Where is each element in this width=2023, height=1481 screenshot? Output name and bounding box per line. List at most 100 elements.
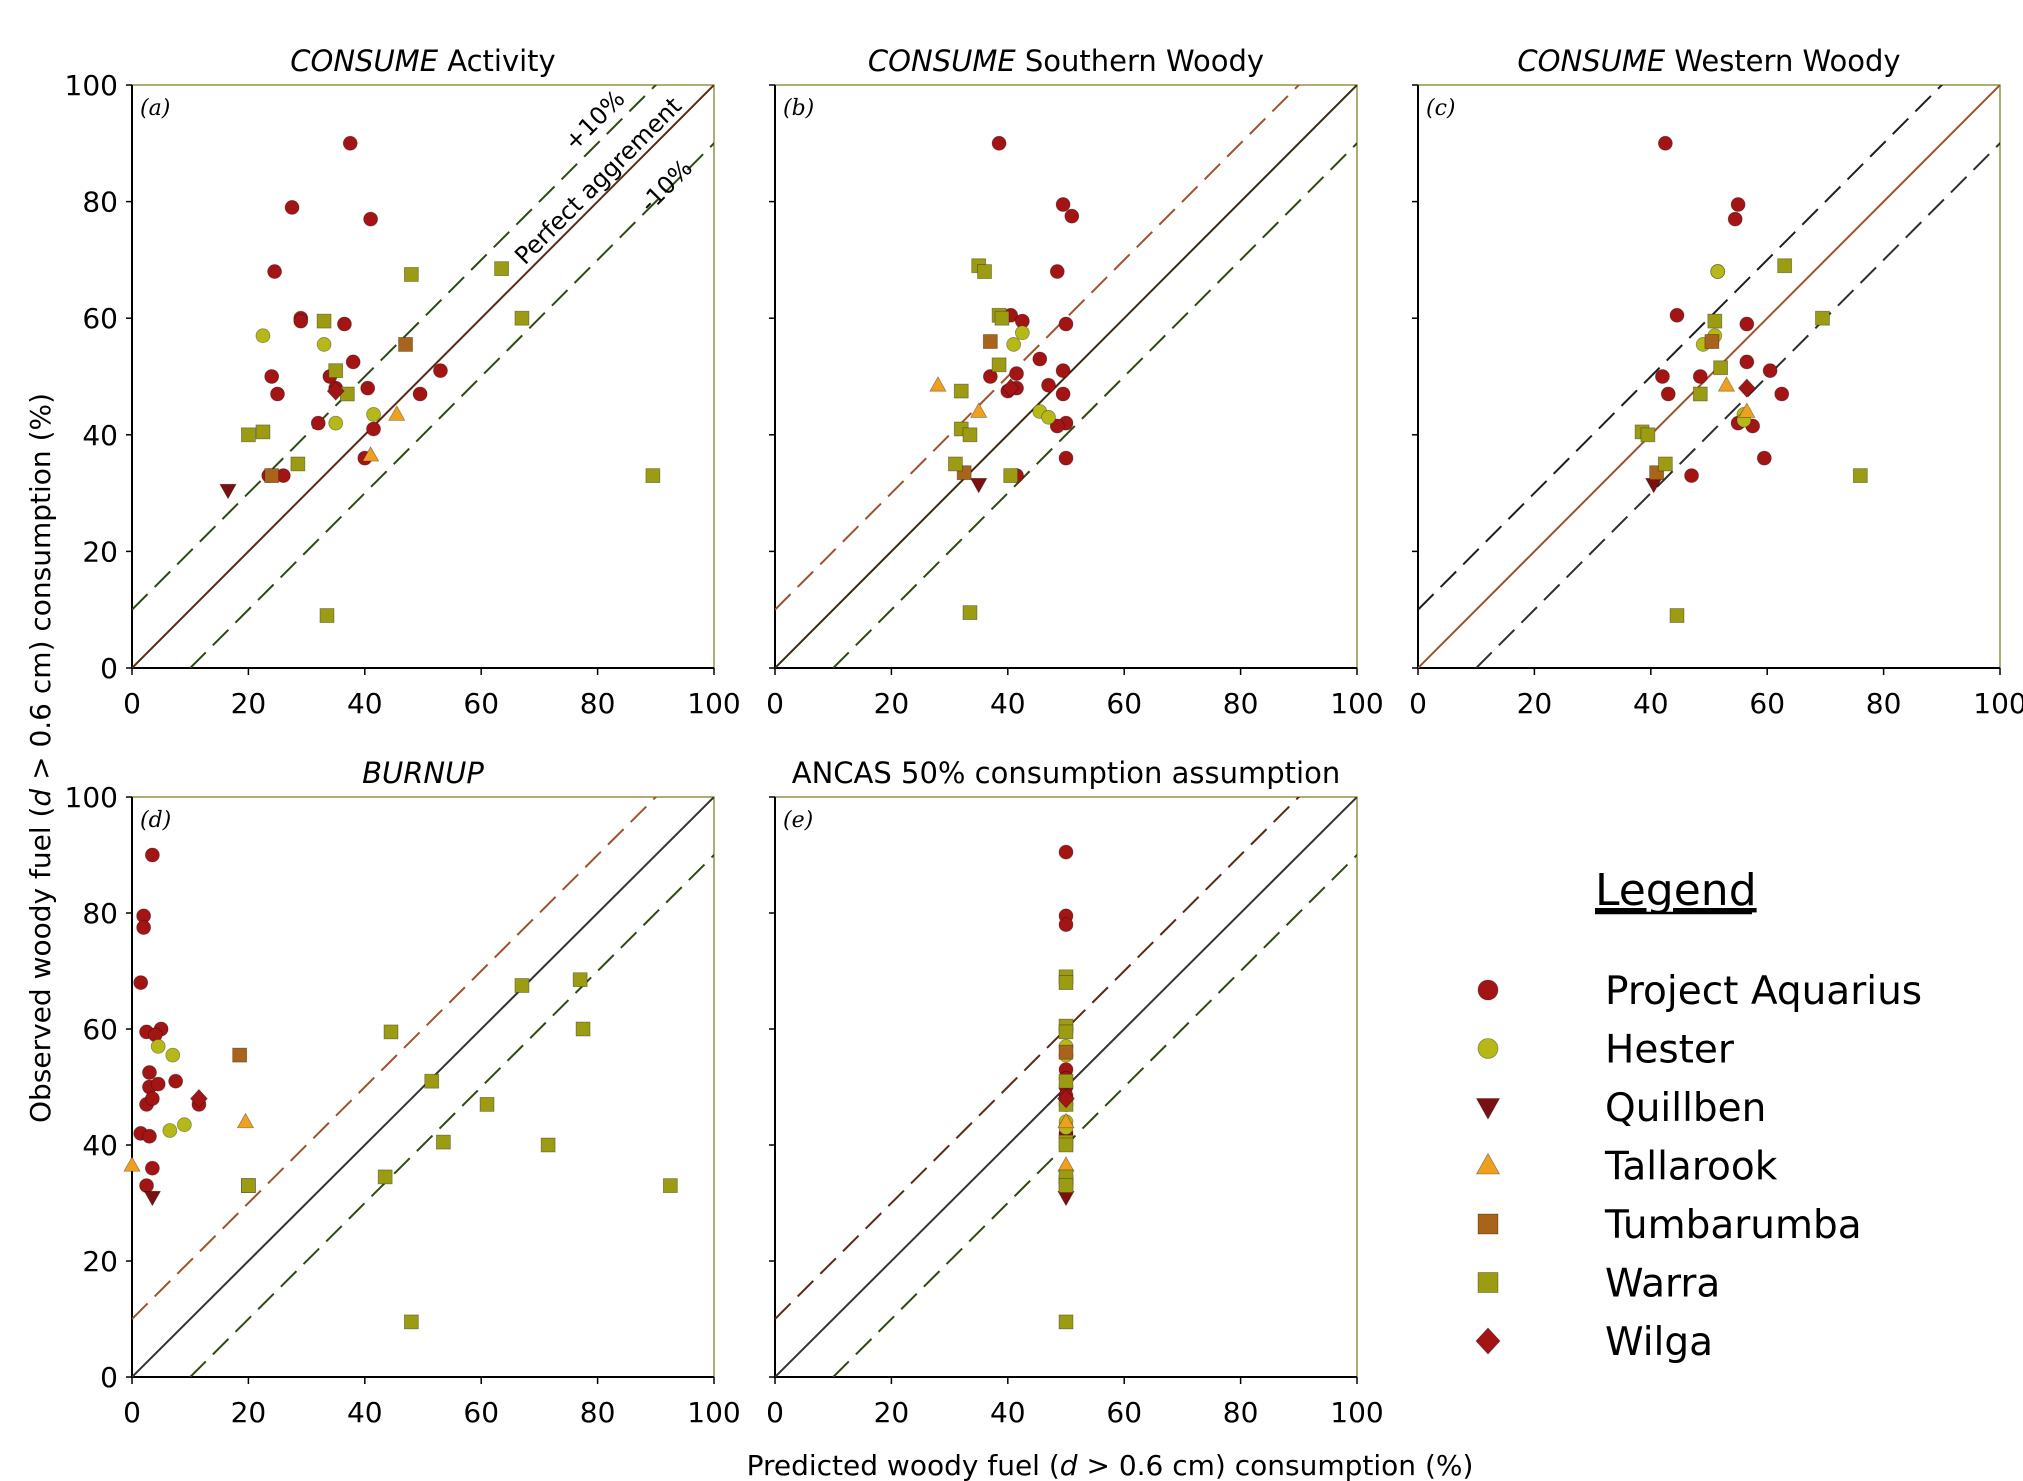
legend: Legend Project Aquarius Hester Quillben Tal…	[1475, 865, 1922, 1365]
reference-lines	[775, 85, 1357, 668]
plus-10-line	[775, 85, 1301, 611]
y-tick-label: 100	[65, 781, 118, 814]
x-tick-label: 60	[463, 687, 499, 720]
data-point	[1692, 369, 1708, 384]
data-point	[232, 1047, 248, 1063]
data-point	[435, 1134, 451, 1150]
data-point	[1655, 369, 1670, 384]
data-point	[977, 264, 992, 279]
data-point	[1032, 351, 1048, 367]
x-tick-label: 0	[1409, 687, 1427, 720]
data-point	[328, 415, 344, 431]
data-point	[962, 427, 978, 443]
minus-10-line	[189, 141, 714, 668]
data-point	[219, 483, 237, 500]
minus-10-line	[832, 141, 1357, 668]
x-tick-label: 100	[687, 1396, 740, 1429]
panel-letter: (e)	[783, 808, 813, 833]
data-point	[240, 1178, 256, 1193]
legend-item-label: Project Aquarius	[1605, 969, 1922, 1014]
data-point	[403, 267, 419, 282]
data-point	[494, 261, 509, 277]
data-point	[165, 1047, 181, 1063]
x-tick-label: 0	[123, 1396, 141, 1429]
y-axis-label-part: Observed woody fuel (	[24, 807, 57, 1123]
series-quillben	[1057, 1190, 1075, 1207]
data-point	[1055, 363, 1071, 379]
legend-item: Quillben	[1475, 1086, 1766, 1131]
x-tick-label: 80	[580, 1396, 616, 1429]
legend-item: Tumbarumba	[1477, 1203, 1862, 1248]
legend-items: Project Aquarius Hester Quillben Tallarook T…	[1475, 969, 1922, 1365]
data-point	[1762, 363, 1778, 379]
legend-item-label: Tallarook	[1604, 1145, 1778, 1190]
reference-lines	[132, 85, 714, 668]
data-point	[144, 847, 160, 863]
series-quillben	[969, 478, 988, 494]
y-tick-label: 0	[100, 1361, 118, 1394]
chart-panel-0: 00 20 20 40 40 60 60 80 80 100 100 CONSUME Activity…	[65, 44, 741, 720]
legend-item-label: Hester	[1605, 1028, 1735, 1073]
data-point	[1739, 316, 1755, 332]
x-tick-label: 60	[1749, 687, 1785, 720]
data-point	[1058, 1314, 1074, 1330]
data-point	[123, 1156, 141, 1172]
data-point	[267, 264, 282, 279]
series-wilga	[189, 1088, 208, 1109]
series-warra	[948, 258, 1019, 621]
perfect-agreement-line	[132, 85, 714, 668]
x-tick-label: 100	[1330, 1396, 1383, 1429]
data-point	[255, 328, 271, 344]
data-point	[1006, 337, 1022, 352]
data-point	[316, 337, 332, 352]
data-point	[328, 363, 344, 379]
data-point	[962, 605, 978, 621]
data-point	[403, 1314, 419, 1330]
data-point	[1739, 354, 1755, 370]
data-point	[236, 1112, 255, 1129]
data-point	[433, 363, 448, 379]
plus-10-line	[1418, 85, 1944, 611]
x-tick-label: 60	[1106, 687, 1142, 720]
legend-item-label: Wilga	[1605, 1320, 1713, 1365]
data-point	[176, 1117, 192, 1133]
chart-panel-4: 0 20 40 60 80 100 ANCAS 50% consumption assump…	[766, 756, 1384, 1429]
data-point	[1041, 377, 1056, 393]
series-project-aquarius	[261, 135, 448, 484]
data-point	[1058, 1024, 1074, 1040]
series-project-aquarius	[982, 135, 1080, 484]
data-point	[189, 1088, 208, 1109]
data-point	[264, 468, 280, 484]
data-point	[1058, 917, 1074, 932]
data-point	[255, 424, 271, 440]
panel-letter: (a)	[140, 96, 170, 121]
data-point	[1058, 844, 1074, 860]
x-tick-label: 20	[874, 1396, 910, 1429]
data-point	[424, 1073, 440, 1089]
x-tick-label: 80	[1223, 1396, 1259, 1429]
data-point	[1058, 1137, 1074, 1153]
data-point	[388, 405, 406, 421]
data-point	[360, 380, 376, 396]
data-point	[1014, 325, 1030, 341]
series-hester	[255, 328, 381, 431]
data-point	[1684, 468, 1699, 484]
chart-panel-2: 0 20 40 60 80 100 CONSUME Western Woody (c)	[1409, 44, 2023, 720]
legend-marker-triangle-down	[1475, 1098, 1501, 1120]
data-point	[1727, 211, 1743, 227]
data-point	[1058, 316, 1074, 332]
series-warra	[1058, 969, 1074, 1330]
data-point	[1704, 334, 1720, 349]
data-point	[572, 972, 588, 988]
legend-marker-square	[1477, 1213, 1499, 1235]
data-point	[1057, 1112, 1075, 1129]
data-point	[1657, 135, 1673, 151]
panel-letter: (c)	[1426, 96, 1456, 121]
data-point	[139, 1178, 154, 1193]
data-point	[1737, 378, 1756, 398]
panel-title-text: Southern Woody	[1016, 44, 1264, 78]
y-axis-label-italic: d	[24, 789, 57, 807]
panel-title: CONSUME Southern Woody	[868, 44, 1264, 78]
legend-item: Warra	[1477, 1262, 1720, 1307]
minus-10-line	[1475, 141, 2000, 668]
